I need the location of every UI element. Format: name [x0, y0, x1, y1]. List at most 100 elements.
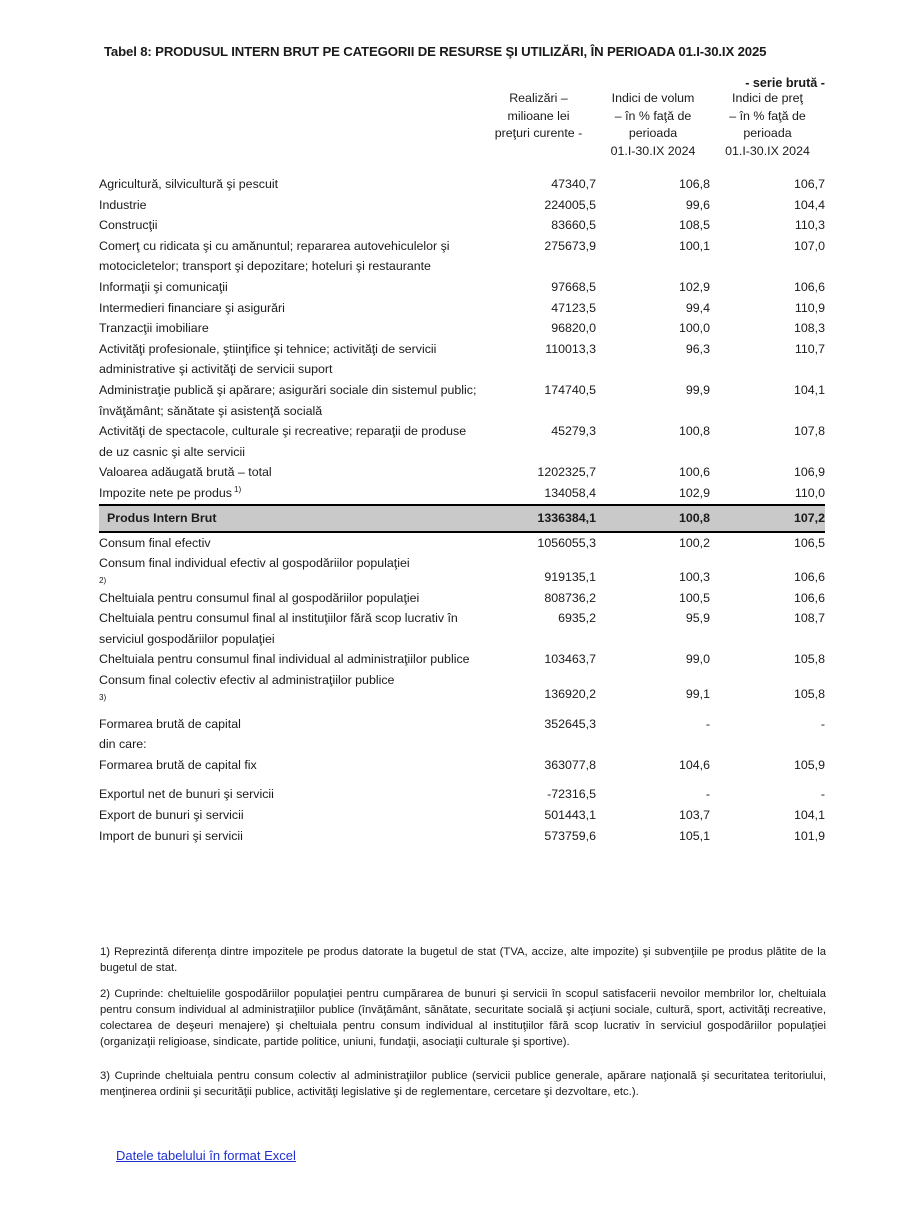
row-label-text: Industrie — [99, 197, 147, 212]
row-value: 224005,5 — [544, 197, 596, 212]
column-header-price: Indici de preţ – în % faţă de perioada 01.I… — [710, 90, 825, 174]
row-label-text: Administraţie publică şi apărare; asigur… — [99, 382, 477, 418]
row-value: 1202325,7 — [537, 465, 596, 480]
row-label: Cheltuiala pentru consumul final al inst… — [99, 608, 481, 649]
row-value: 501443,1 — [544, 808, 596, 823]
column-header-price-line-2: perioada — [743, 126, 792, 140]
row-label-text: din care: — [99, 737, 147, 752]
row-price: 105,8 — [793, 652, 825, 667]
table-row: Cheltuiala pentru consumul final al inst… — [99, 608, 825, 649]
table-row: Export de bunuri şi servicii 501443,1 103,… — [99, 805, 825, 826]
row-price: - — [820, 787, 825, 802]
table-row: Formarea brută de capital fix 363077,8 104… — [99, 755, 825, 776]
row-label: Valoarea adăugată brută – total — [99, 462, 481, 483]
row-label: Cheltuiala pentru consumul final al gosp… — [99, 588, 481, 609]
row-price: 110,3 — [794, 218, 825, 233]
table-row: Activităţi profesionale, ştiinţifice şi … — [99, 339, 825, 380]
row-price: 106,9 — [793, 465, 825, 480]
footnote-3: 3) Cuprinde cheltuiala pentru consum col… — [100, 1069, 826, 1099]
row-volume: 100,2 — [678, 535, 710, 550]
row-volume: 100,1 — [678, 238, 710, 253]
row-label: Consum final individual efectiv al gospo… — [99, 553, 481, 588]
row-volume: 99,0 — [685, 652, 710, 667]
row-price: 104,1 — [793, 808, 825, 823]
row-volume: 99,9 — [685, 382, 710, 397]
row-volume: 100,6 — [678, 465, 710, 480]
row-label: Tranzacţii imobiliare — [99, 318, 481, 339]
gdp-table: Realizări – milioane lei preţuri curente -… — [99, 90, 825, 846]
row-label-text: Cheltuiala pentru consumul final al gosp… — [99, 590, 420, 605]
column-header-value: Realizări – milioane lei preţuri curente - — [481, 90, 596, 174]
column-header-label — [99, 90, 481, 174]
row-volume: 103,7 — [678, 808, 710, 823]
row-value: 808736,2 — [544, 590, 596, 605]
table-row: Activităţi de spectacole, culturale şi r… — [99, 421, 825, 462]
row-volume: 105,1 — [678, 828, 710, 843]
row-label: Agricultură, silvicultură şi pescuit — [99, 174, 481, 195]
row-volume: - — [705, 787, 710, 802]
column-header-volume-line-1: – în % faţă de — [614, 108, 692, 123]
series-note: - serie brută - — [745, 76, 825, 90]
row-volume: - — [705, 716, 710, 731]
row-value: 45279,3 — [551, 424, 596, 439]
row-label-text: Consum final efectiv — [99, 535, 211, 550]
column-header-value-line-0: Realizări – — [509, 91, 568, 105]
row-label-text: Tranzacţii imobiliare — [99, 321, 209, 336]
row-price: 110,9 — [794, 300, 825, 315]
row-label-text: Impozite nete pe produs — [99, 485, 232, 500]
column-header-volume-line-2: perioada — [628, 126, 678, 140]
row-label: Impozite nete pe produs 1) — [99, 483, 481, 505]
row-price: 106,6 — [793, 570, 825, 585]
footnote-marker: 3) — [99, 692, 107, 702]
row-value: 47123,5 — [551, 300, 596, 315]
row-value: 1056055,3 — [537, 535, 596, 550]
total-row-label: Produs Intern Brut — [99, 503, 481, 533]
table-row: Formarea brută de capital 352645,3 - - — [99, 705, 825, 735]
row-price: 107,8 — [793, 424, 825, 439]
table-row: Import de bunuri şi servicii 573759,6 105,… — [99, 826, 825, 847]
row-label: Export de bunuri şi servicii — [99, 805, 481, 826]
footnote-marker: 2) — [99, 575, 107, 585]
table-row: Impozite nete pe produs 1) 134058,4 102,9 11… — [99, 483, 825, 505]
row-label: Formarea brută de capital — [99, 705, 481, 735]
row-value: 919135,1 — [544, 570, 596, 585]
table-row: Administraţie publică şi apărare; asigur… — [99, 380, 825, 421]
row-label-text: Informaţii şi comunicaţii — [99, 279, 228, 294]
row-label: Industrie — [99, 195, 481, 216]
row-label-text: Cheltuiala pentru consumul final individ… — [99, 652, 470, 667]
total-row-value: 1336384,1 — [481, 503, 596, 533]
row-label: Formarea brută de capital fix — [99, 755, 481, 776]
table-row: Consum final efectiv 1056055,3 100,2 106,5 — [99, 532, 825, 554]
row-label-text: Consum final individual efectiv al gospo… — [99, 556, 410, 571]
row-price: 108,7 — [793, 611, 825, 626]
row-value: 96820,0 — [551, 321, 596, 336]
row-price: 110,0 — [794, 485, 825, 500]
footnote-marker: 1) — [233, 484, 242, 494]
row-value: 174740,5 — [544, 382, 596, 397]
row-value: -72316,5 — [547, 787, 596, 802]
row-label-text: Valoarea adăugată brută – total — [99, 465, 272, 480]
row-value: 103463,7 — [544, 652, 596, 667]
row-label: Activităţi profesionale, ştiinţifice şi … — [99, 339, 481, 380]
row-volume: 99,1 — [685, 687, 710, 702]
row-price: 105,8 — [793, 687, 825, 702]
row-value: 97668,5 — [551, 279, 596, 294]
row-price: 106,5 — [793, 535, 825, 550]
row-volume: 95,9 — [685, 611, 710, 626]
table-row: Tranzacţii imobiliare 96820,0 100,0 108,3 — [99, 318, 825, 339]
row-label-text: Exportul net de bunuri şi servicii — [99, 787, 274, 802]
row-label-text: Consum final colectiv efectiv al adminis… — [99, 673, 395, 688]
row-label-text: Activităţi de spectacole, culturale şi r… — [99, 424, 467, 459]
row-volume: 104,6 — [678, 757, 710, 772]
row-label-text: Formarea brută de capital fix — [99, 757, 257, 772]
row-price: 106,6 — [793, 590, 825, 605]
row-value: 134058,4 — [544, 485, 596, 500]
row-volume: 108,5 — [678, 218, 710, 233]
row-label-text: Cheltuiala pentru consumul final al inst… — [99, 611, 458, 646]
column-header-price-line-0: Indici de preţ — [732, 91, 803, 105]
page-title: Tabel 8: PRODUSUL INTERN BRUT PE CATEGOR… — [104, 44, 767, 59]
row-label-text: Comerţ cu ridicata şi cu amănuntul; repa… — [99, 238, 450, 274]
excel-download-link[interactable]: Datele tabelului în format Excel — [116, 1148, 296, 1163]
row-value: 352645,3 — [544, 716, 596, 731]
row-label: Informaţii şi comunicaţii — [99, 277, 481, 298]
